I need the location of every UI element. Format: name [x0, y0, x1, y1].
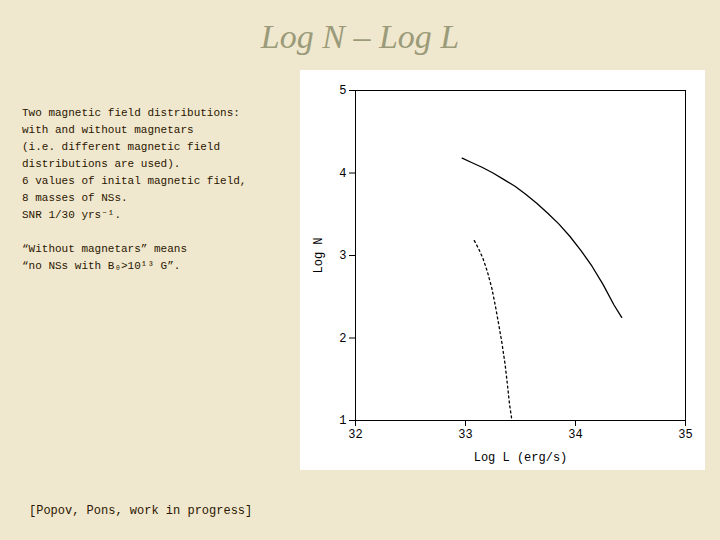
html-text:(i.e. different magnetic field: (i.e. different magnetic field — [22, 141, 220, 154]
svg-text:5: 5 — [339, 84, 346, 98]
html-text:6 values of inital magnetic fi: 6 values of inital magnetic field, — [22, 175, 247, 188]
svg-text:2: 2 — [339, 332, 346, 346]
html-text:“no NSs with B₀>10¹³ G”.: “no NSs with B₀>10¹³ G”. — [22, 260, 181, 273]
html-text:Log N – Log L: Log N – Log L — [260, 18, 460, 55]
svg-text:Log L (erg/s): Log L (erg/s) — [474, 451, 568, 465]
svg-text:Log N: Log N — [312, 237, 326, 273]
svg-text:34: 34 — [568, 428, 582, 442]
svg-text:1: 1 — [339, 414, 346, 428]
html-text:8 masses of NSs.: 8 masses of NSs. — [22, 192, 128, 205]
html-text:distributions are used).: distributions are used). — [22, 158, 181, 171]
html-text:SNR 1/30 yrs⁻¹.: SNR 1/30 yrs⁻¹. — [22, 209, 121, 222]
html-text:“Without magnetars” means: “Without magnetars” means — [22, 243, 187, 256]
svg-text:4: 4 — [339, 167, 346, 181]
html-text:Two magnetic field distributio: Two magnetic field distributions: — [22, 107, 240, 119]
html-text:with and without magnetars: with and without magnetars — [22, 124, 194, 136]
svg-text:32: 32 — [348, 428, 362, 442]
svg-text:3: 3 — [339, 249, 346, 263]
svg-text:35: 35 — [678, 428, 692, 442]
html-text:[Popov, Pons, work in progress: [Popov, Pons, work in progress] — [29, 504, 253, 518]
svg-text:33: 33 — [458, 428, 472, 442]
